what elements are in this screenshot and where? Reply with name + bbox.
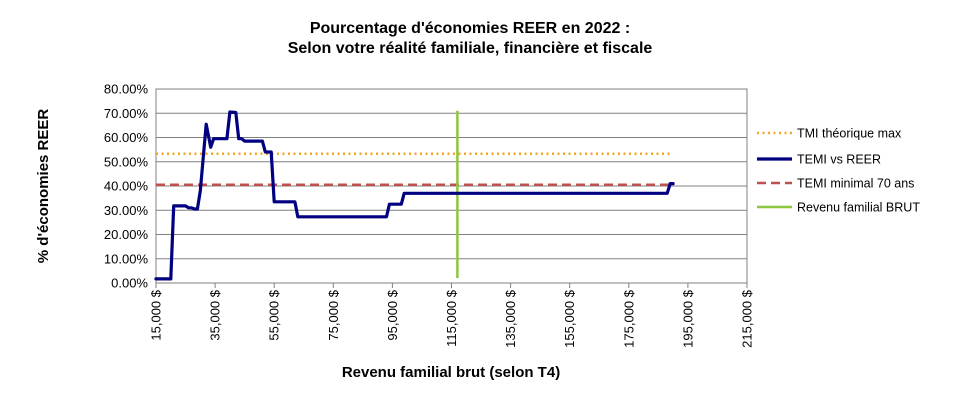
x-axis-title: Revenu familial brut (selon T4) [342,364,560,381]
x-tick-label: 95,000 $ [385,289,400,340]
x-tick-label: 35,000 $ [208,289,223,340]
y-tick-label: 20.00% [104,227,149,242]
y-tick-label: 40.00% [104,179,149,194]
chart-subtitle: Selon votre réalité familiale, financièr… [288,40,653,57]
x-axis-ticks: 15,000 $ 35,000 $ 55,000 $ 75,000 $ 95,000 $… [149,283,755,348]
y-tick-label: 80.00% [104,82,149,97]
x-tick-label: 75,000 $ [326,289,341,340]
chart-title: Pourcentage d'économies REER en 2022 : [310,20,630,37]
x-tick-label: 55,000 $ [267,289,282,340]
y-tick-label: 0.00% [111,276,148,291]
legend-label: TEMI vs REER [797,153,881,167]
y-tick-label: 10.00% [104,251,149,266]
x-tick-label: 135,000 $ [503,289,518,348]
y-tick-label: 30.00% [104,203,149,218]
series-line-temi-vs-reer [154,110,675,281]
series-layer [154,110,675,281]
x-tick-label: 155,000 $ [562,289,577,348]
y-axis-ticks: 0.00% 10.00% 20.00% 30.00% 40.00% 50.00% 60.00… [104,82,149,291]
x-tick-label: 115,000 $ [444,289,459,347]
y-tick-label: 70.00% [104,106,149,121]
legend-label: Revenu familial BRUT [797,201,920,215]
y-tick-label: 60.00% [104,130,149,145]
legend: TMI théorique max TEMI vs REER TEMI minima… [757,127,920,215]
y-tick-label: 50.00% [104,154,149,169]
legend-label: TEMI minimal 70 ans [797,177,914,191]
x-tick-label: 175,000 $ [621,289,636,348]
y-axis-title: % d'économies REER [35,109,52,264]
x-tick-label: 15,000 $ [149,289,164,340]
x-tick-label: 195,000 $ [680,289,695,348]
x-tick-label: 215,000 $ [740,289,755,348]
legend-label: TMI théorique max [797,127,902,141]
